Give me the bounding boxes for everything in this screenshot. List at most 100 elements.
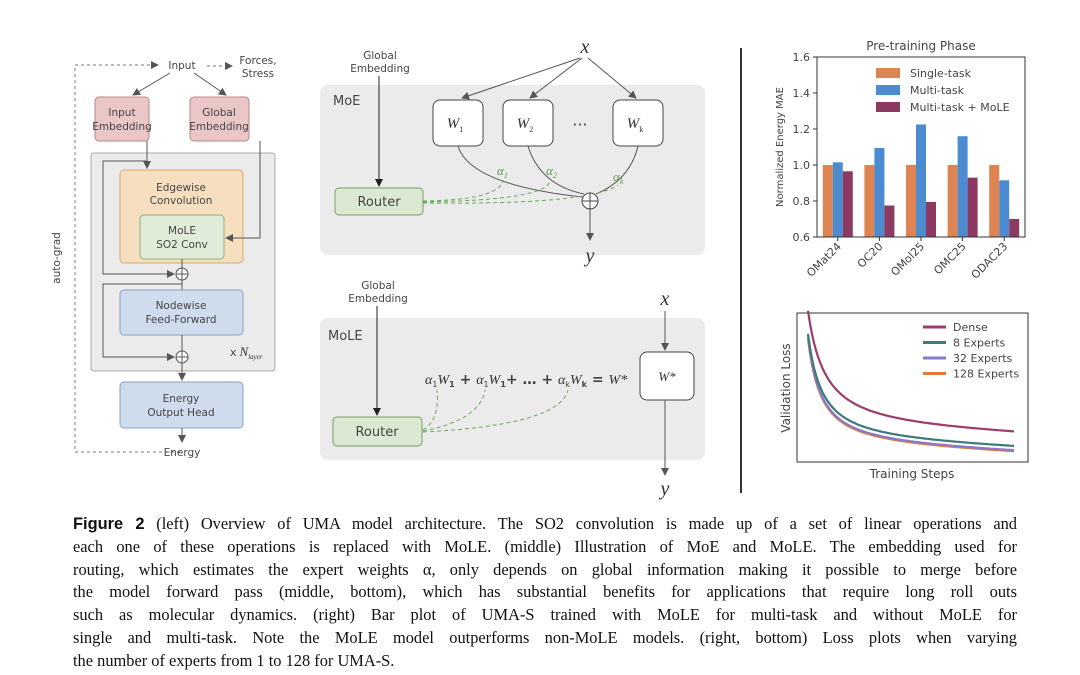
loss-curve-dense (806, 310, 1015, 433)
legend-label: 128 Experts (953, 368, 1020, 381)
alpha-k: αk (613, 169, 624, 186)
global-embedding-label: Embedding (350, 63, 410, 75)
x-tick-label: OMol25 (888, 240, 927, 279)
merged-weight-label: W* (658, 369, 676, 384)
bar-omol25-single-task (906, 165, 916, 237)
energy-head-label: Energy (163, 393, 200, 405)
energy-label: Energy (164, 447, 201, 459)
legend-label: 8 Experts (953, 337, 1006, 350)
merged-weight-block (639, 351, 695, 401)
legend-label: Multi-task (910, 84, 965, 97)
mole-output-y: y (659, 478, 670, 500)
y-tick-label: 1.2 (793, 123, 811, 136)
global-embedding-label: Global (361, 280, 395, 292)
merge-formula: α1W1 + α1W1+ … + αkWk = W* (425, 372, 627, 389)
mole-conv-label: MoLE (168, 225, 196, 237)
mole-input-x: x (660, 288, 670, 310)
bar-odac23-multi-task-mole (1009, 219, 1020, 237)
global-embedding-label: Global (363, 50, 397, 62)
bar-omol25-multi-task (916, 124, 926, 237)
mole-conv-label: SO2 Conv (156, 239, 208, 251)
y-axis-label: Normalized Energy MAE (775, 87, 786, 207)
bar-odac23-multi-task (999, 180, 1010, 237)
plot-frame (816, 56, 1026, 238)
input-embedding-label: Input (108, 107, 135, 119)
bar-omc25-single-task (947, 165, 958, 237)
loss-curve-8-experts (806, 333, 1015, 447)
global-embedding-block (189, 96, 250, 142)
caption-line: Figure 2 (left) Overview of UMA model ar… (73, 513, 1017, 536)
x-tick-label: OMat24 (804, 240, 844, 280)
figure-caption: Figure 2 (left) Overview of UMA model ar… (73, 513, 1017, 673)
expert-block: W1 (432, 99, 484, 147)
legend-label: Dense (953, 321, 988, 334)
bar-chart: Pre-training Phase Normalized Energy MAE 0… (775, 39, 1026, 282)
bar-omc25-multi-task (957, 136, 968, 237)
caption-line: each one of these operations is replaced… (73, 536, 1017, 556)
bar-oc20-multi-task-mole (884, 205, 895, 237)
y-axis-label: Validation Loss (779, 343, 793, 432)
plot-frame (796, 312, 1029, 463)
global-embedding-label: Embedding (189, 121, 249, 133)
caption-text: (left) Overview of UMA model architectur… (144, 514, 1017, 533)
architecture-diagram: auto-grad Input Forces, Stress Input Emb… (51, 55, 277, 459)
input-embedding-block (94, 96, 150, 142)
legend-label: Single-task (910, 67, 972, 80)
figure-2: auto-grad Input Forces, Stress Input Emb… (51, 36, 1029, 500)
mole-diagram: MoLE Global Embedding Router α1W1 + α1W1… (320, 280, 705, 500)
caption-line: the model forward pass (middle, bottom),… (73, 582, 1017, 602)
layer-multiplier: x Nlayer (230, 344, 263, 361)
more-experts-dots: ··· (572, 115, 587, 134)
loss-curve-32-experts (806, 336, 1015, 452)
bar-omol25-multi-task-mole (926, 201, 936, 237)
expert-label: Wk (627, 116, 644, 134)
stress-label: Stress (242, 68, 274, 80)
y-tick-label: 1.6 (793, 51, 811, 64)
nodewise-label: Nodewise (156, 300, 207, 312)
y-tick-label: 0.6 (793, 231, 811, 244)
x-axis-label: Training Steps (869, 467, 955, 481)
expert-block: Wk (612, 99, 664, 147)
bar-omat24-multi-task (832, 162, 843, 237)
energy-head-label: Output Head (147, 407, 214, 419)
moe-input-x: x (580, 36, 590, 58)
legend-swatch (876, 102, 900, 112)
caption-line: such as molecular dynamics. (right) Bar … (73, 605, 1017, 625)
legend-label: 32 Experts (953, 352, 1013, 365)
expert-label: W2 (517, 116, 534, 134)
edgewise-label: Convolution (150, 195, 213, 207)
x-tick-label: OMC25 (931, 240, 968, 277)
x-tick-label: ODAC23 (969, 240, 1011, 282)
legend-swatch (876, 85, 900, 95)
y-tick-label: 1.4 (793, 87, 811, 100)
caption-line: the number of experts from 1 to 128 for … (73, 650, 395, 670)
figure-label: Figure 2 (73, 515, 145, 533)
edgewise-label: Edgewise (156, 182, 206, 194)
mole-router (332, 416, 423, 447)
x-tick-label: OC20 (855, 240, 886, 271)
nodewise-label: Feed-Forward (145, 314, 216, 326)
moe-diagram: MoE Global Embedding Router x W1 W2 Wk ···… (320, 36, 705, 267)
alpha-1: α1 (497, 163, 508, 180)
mole-so2-conv-block (139, 214, 225, 260)
y-tick-label: 1.0 (793, 159, 811, 172)
bar-omc25-multi-task-mole (967, 177, 978, 237)
autograd-label: auto-grad (51, 232, 63, 284)
input-embedding-label: Embedding (92, 121, 152, 133)
mole-label: MoLE (328, 329, 363, 344)
bar-oc20-single-task (864, 165, 875, 237)
legend-label: Multi-task + MoLE (910, 101, 1010, 114)
expert-label: W1 (447, 116, 464, 134)
input-label: Input (168, 60, 195, 72)
forces-label: Forces, (239, 55, 276, 67)
expert-block: W2 (502, 99, 554, 147)
router-label: Router (357, 195, 401, 210)
router-label: Router (355, 425, 399, 440)
global-embedding-label: Global (202, 107, 236, 119)
bar-omat24-single-task (822, 165, 833, 237)
bar-odac23-single-task (989, 165, 1000, 237)
loss-chart: Training Steps Validation Loss Dense 8 Expe… (779, 310, 1029, 481)
moe-output-y: y (584, 245, 595, 267)
legend-swatch (876, 68, 900, 78)
